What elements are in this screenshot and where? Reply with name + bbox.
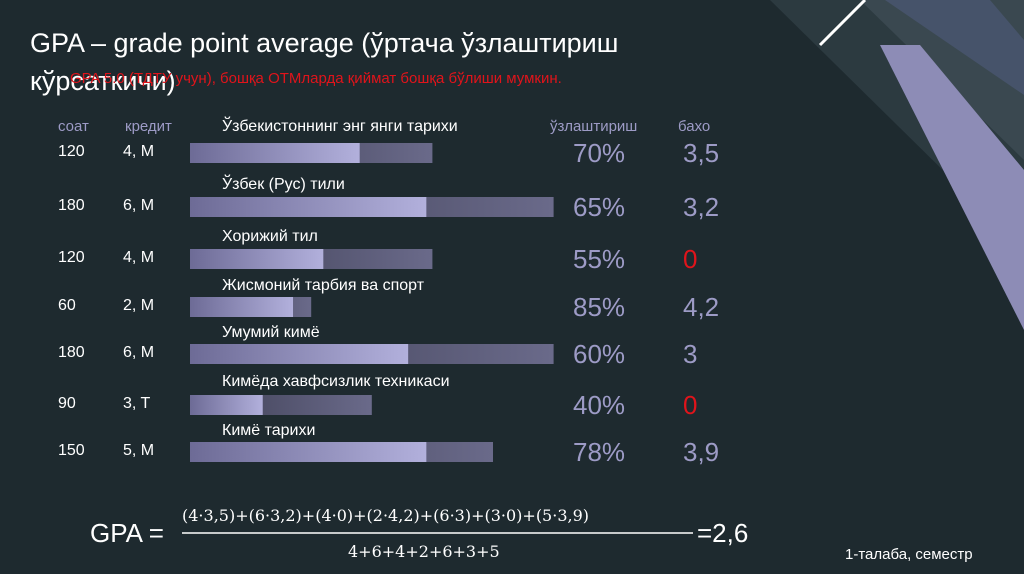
hours: 120 (58, 143, 85, 160)
credit: 6, M (123, 197, 155, 214)
hours: 180 (58, 197, 85, 214)
footer: 1-талаба, семестр (845, 546, 973, 563)
credit: 4, M (123, 143, 155, 160)
formula-numerator: (4·3,5)+(6·3,2)+(4·0)+(2·4,2)+(6·3)+(3·0… (182, 506, 590, 525)
hours: 180 (58, 344, 85, 361)
subtitle: GPA 5.0 (ТДТУ учун), бошқа ОТМларда қийм… (70, 70, 562, 87)
mastery-bar (190, 249, 324, 269)
hours: 120 (58, 249, 85, 266)
mastery-bar (190, 442, 427, 462)
mastery-bar (190, 344, 409, 364)
mastery: 85% (573, 292, 626, 322)
column-header: соат (58, 118, 89, 135)
formula-denominator: 4+6+4+2+6+3+5 (348, 542, 500, 561)
subject: Ўзбек (Рус) тили (222, 176, 345, 193)
grade: 0 (683, 390, 698, 420)
credit: 3, T (123, 395, 151, 412)
column-header: кредит (125, 118, 172, 135)
formula-result: =2,6 (697, 518, 749, 548)
subject: Кимёда хавфсизлик техникаси (222, 373, 450, 390)
mastery: 70% (573, 138, 626, 168)
mastery: 55% (573, 244, 626, 274)
mastery-bar (190, 297, 294, 317)
mastery-bar (190, 143, 360, 163)
column-header: бахо (678, 118, 711, 135)
subject: Ўзбекистоннинг энг янги тарихи (222, 118, 458, 135)
credit: 5, M (123, 442, 155, 459)
formula-lhs: GPA = (90, 518, 164, 548)
credit: 6, M (123, 344, 155, 361)
grade: 3 (683, 339, 698, 369)
grade: 3,5 (683, 138, 720, 168)
title: GPA – grade point average (ўртача ўзлашт… (30, 28, 619, 96)
decor-shape (885, 0, 1024, 95)
mastery-bar (190, 395, 263, 415)
credit: 2, M (123, 297, 155, 314)
grade: 4,2 (683, 292, 720, 322)
subject: Хорижий тил (222, 228, 318, 245)
mastery-bar (190, 197, 427, 217)
decor-line (818, 0, 867, 47)
credit: 4, M (123, 249, 155, 266)
grade: 3,9 (683, 437, 720, 467)
grade: 3,2 (683, 192, 720, 222)
mastery: 60% (573, 339, 626, 369)
hours: 60 (58, 297, 76, 314)
hours: 90 (58, 395, 76, 412)
subject: Умумий кимё (222, 324, 320, 341)
mastery: 78% (573, 437, 626, 467)
grade: 0 (683, 244, 698, 274)
hours: 150 (58, 442, 85, 459)
decor-shape (880, 45, 1024, 330)
mastery: 40% (573, 390, 626, 420)
subject: Кимё тарихи (222, 422, 316, 439)
column-header: ўзлаштириш (550, 118, 638, 135)
subject: Жисмоний тарбия ва спорт (222, 277, 425, 294)
mastery: 65% (573, 192, 626, 222)
